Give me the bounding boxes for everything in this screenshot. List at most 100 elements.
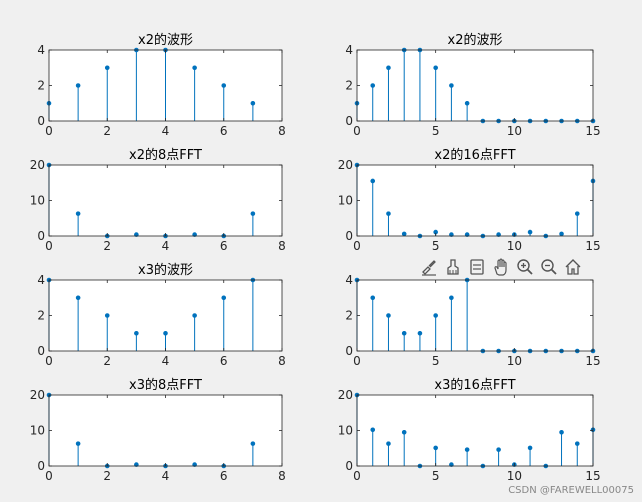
chart-title: x2的8点FFT [129,147,202,163]
stem-marker [75,83,81,88]
x-tick-label: 6 [220,469,228,483]
y-tick-label: 4 [345,43,353,57]
stem-marker [370,83,376,88]
x-tick-label: 0 [45,124,53,138]
y-tick-label: 4 [345,273,353,287]
pan-hand-icon [494,258,507,276]
stem-marker [250,211,256,216]
chart-title: x3的波形 [138,262,193,278]
y-tick-label: 20 [30,388,45,402]
x-tick-label: 10 [507,124,522,138]
chart-title: x2的波形 [138,32,193,48]
stem-marker [496,447,501,452]
zoom-in-button[interactable] [514,256,536,278]
axes-background [357,165,593,236]
stem-marker [192,313,197,318]
axes-background [49,165,282,236]
stem-marker [417,330,423,336]
stem-marker [221,295,227,301]
y-tick-label: 10 [338,194,353,208]
stem-marker [401,231,407,237]
stem-marker [464,447,470,452]
stem-marker [433,65,438,71]
chart-title: x2的波形 [448,32,503,48]
pan-button[interactable] [490,256,512,278]
zoom-out-icon [541,259,557,275]
stem-marker [192,65,197,71]
zoom-out-button[interactable] [538,256,560,278]
x-tick-label: 10 [507,354,522,368]
brush-button[interactable] [418,256,440,278]
x-tick-label: 2 [103,354,111,368]
stem-marker [75,295,81,301]
stem-marker [527,445,533,451]
x-tick-label: 6 [220,124,228,138]
clear-brush-icon [447,259,459,275]
axes-background [357,280,593,351]
stem-marker [386,211,391,216]
axes-background [357,50,593,121]
y-tick-label: 20 [338,388,353,402]
stem-marker [192,462,197,467]
stem-marker [134,232,139,237]
chart-title: x3的8点FFT [129,377,202,393]
stem-marker [250,100,256,106]
y-tick-label: 2 [37,79,45,93]
axes-toolbar [418,254,584,280]
brush-icon [422,260,436,276]
stem-marker [464,100,470,106]
stem-marker [104,313,110,318]
data-tips-button[interactable] [466,256,488,278]
x-tick-label: 6 [220,239,228,253]
x-tick-label: 0 [353,354,361,368]
x-tick-label: 15 [585,354,600,368]
stem-marker [134,330,139,336]
home-button[interactable] [562,256,584,278]
y-tick-label: 10 [30,194,45,208]
stem-marker [433,313,438,318]
x-tick-label: 8 [278,239,286,253]
y-tick-label: 10 [30,424,45,438]
stem-marker [496,232,501,237]
clear-brush-button[interactable] [442,256,464,278]
x-tick-label: 15 [585,469,600,483]
axes-background [357,395,593,466]
x-tick-label: 4 [162,469,170,483]
x-tick-label: 10 [507,239,522,253]
stem-marker [527,229,533,235]
y-tick-label: 0 [37,459,45,473]
x-tick-label: 5 [432,239,440,253]
stem-marker [386,65,391,71]
watermark: CSDN @FAREWELL00075 [508,485,634,496]
x-tick-label: 0 [45,469,53,483]
x-tick-label: 0 [45,354,53,368]
stem-marker [104,65,110,71]
stem-marker [559,231,564,237]
x-tick-label: 2 [103,469,111,483]
x-tick-label: 4 [162,124,170,138]
y-tick-label: 20 [30,158,45,172]
stem-marker [401,429,407,435]
stem-chart-2: 0 5 10 15 0 2 4 x2的波形 [345,32,600,138]
stem-marker [449,232,454,237]
y-tick-label: 2 [345,309,353,323]
home-icon [565,259,581,275]
stem-marker [559,429,564,435]
data-tips-icon [470,259,484,275]
x-tick-label: 10 [507,469,522,483]
y-tick-label: 0 [37,344,45,358]
stem-marker [401,330,407,336]
y-tick-label: 2 [37,309,45,323]
x-tick-label: 15 [585,239,600,253]
stem-chart-1: 0 2 4 6 8 0 2 4 x2的波形 [37,32,285,138]
y-tick-label: 10 [338,424,353,438]
y-tick-label: 0 [345,344,353,358]
stem-marker [464,232,470,237]
stem-chart-4: 0 5 10 15 0 10 20 x2的16点FFT [338,147,601,253]
stem-marker [370,178,376,184]
stem-marker [433,445,438,451]
x-tick-label: 0 [353,239,361,253]
stem-marker [370,295,376,301]
stem-marker [192,232,197,237]
